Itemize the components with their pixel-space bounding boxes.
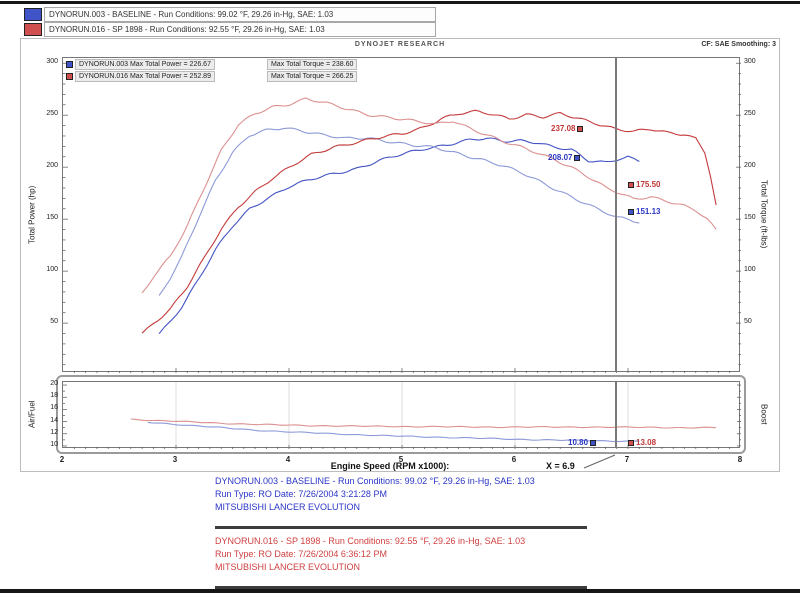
airfuel-tick-label: 18 (50, 392, 58, 400)
cursor-readout-value: 175.50 (636, 180, 661, 189)
x-axis-title: Engine Speed (RPM x1000): (330, 461, 450, 471)
baseline-run-date: Run Type: RO Date: 7/26/2004 3:21:28 PM (215, 489, 387, 499)
max-values-row-baseline: DYNORUN.003 Max Total Power = 226.67 Max… (66, 59, 358, 70)
sp1898-run-date: Run Type: RO Date: 7/26/2004 6:36:12 PM (215, 549, 387, 559)
sp1898-run-conditions: DYNORUN.016 - SP 1898 - Run Conditions: … (215, 536, 526, 546)
max-torque-sp1898: Max Total Torque = 266.25 (266, 71, 358, 82)
dyno-curve (141, 109, 717, 334)
chart-title: DYNOJET RESEARCH (354, 41, 446, 48)
max-values-row-sp1898: DYNORUN.016 Max Total Power = 252.89 Max… (66, 71, 358, 82)
torque-tick-label: 200 (744, 162, 756, 170)
airfuel-tick-label: 16 (50, 404, 58, 412)
rpm-tick-label: 5 (398, 455, 404, 464)
cursor-readout: 13.08 (628, 438, 658, 447)
power-tick-label: 100 (46, 266, 58, 274)
blue-marker-icon (628, 208, 634, 215)
dyno-curve (158, 127, 640, 296)
max-torque-baseline: Max Total Torque = 238.60 (266, 59, 358, 70)
red-marker-icon (66, 73, 73, 80)
cursor-position-label: X = 6.9 (546, 461, 575, 471)
red-marker-icon (628, 439, 634, 446)
blue-marker-icon (66, 61, 73, 68)
dyno-curve (158, 137, 640, 335)
cursor-readout: 151.13 (628, 207, 662, 216)
legend-row-sp1898: DYNORUN.016 - SP 1898 - Run Conditions: … (24, 22, 436, 37)
airfuel-tick-label: 14 (50, 416, 58, 424)
cursor-readout: 10.80 (566, 438, 597, 447)
cursor-readout: 208.07 (546, 153, 581, 162)
boost-axis-title: Boost (759, 403, 769, 425)
max-power-baseline: DYNORUN.003 Max Total Power = 226.67 (75, 59, 215, 70)
rpm-tick-label: 2 (59, 455, 65, 464)
correction-factor-label: CF: SAE Smoothing: 3 (701, 41, 776, 48)
dyno-curve (141, 97, 717, 294)
blue-marker-icon (590, 439, 597, 446)
power-torque-plot[interactable] (62, 57, 741, 373)
torque-tick-label: 300 (744, 58, 756, 66)
baseline-run-conditions: DYNORUN.003 - BASELINE - Run Conditions:… (215, 476, 535, 486)
cursor-readout-value: 208.07 (548, 153, 573, 162)
rpm-tick-label: 4 (285, 455, 291, 464)
rpm-cursor-main[interactable] (615, 57, 617, 372)
airfuel-panel-frame (56, 375, 746, 454)
legend-text-sp1898: DYNORUN.016 - SP 1898 - Run Conditions: … (44, 22, 436, 37)
blue-run-swatch-icon (24, 8, 42, 21)
separator-bar-2 (215, 586, 587, 589)
cursor-readout-value: 10.80 (568, 438, 589, 447)
left-axis-title: Total Power (hp) (27, 185, 37, 244)
power-tick-label: 300 (46, 58, 58, 66)
airfuel-tick-label: 10 (50, 440, 58, 448)
cursor-readout: 175.50 (628, 180, 662, 189)
top-border-bar (0, 1, 800, 4)
red-run-swatch-icon (24, 23, 42, 36)
separator-bar-1 (215, 526, 587, 529)
cursor-readout-value: 13.08 (636, 438, 657, 447)
rpm-tick-label: 3 (172, 455, 178, 464)
cursor-pointer-line (583, 454, 616, 469)
baseline-vehicle: MITSUBISHI LANCER EVOLUTION (215, 502, 361, 512)
cursor-readout-value: 151.13 (636, 207, 661, 216)
legend-text-baseline: DYNORUN.003 - BASELINE - Run Conditions:… (44, 7, 436, 22)
blue-marker-icon (574, 154, 581, 161)
airfuel-tick-label: 20 (50, 380, 58, 388)
rpm-tick-label: 6 (511, 455, 517, 464)
torque-tick-label: 150 (744, 214, 756, 222)
sp1898-vehicle: MITSUBISHI LANCER EVOLUTION (215, 562, 361, 572)
power-torque-curves (63, 62, 741, 373)
torque-tick-label: 100 (744, 266, 756, 274)
power-tick-label: 200 (46, 162, 58, 170)
torque-tick-label: 250 (744, 110, 756, 118)
cursor-readout: 237.08 (549, 124, 584, 133)
power-tick-label: 50 (50, 318, 58, 326)
red-marker-icon (577, 125, 584, 132)
power-tick-label: 250 (46, 110, 58, 118)
airfuel-tick-label: 12 (50, 428, 58, 436)
red-marker-icon (628, 181, 634, 188)
power-tick-label: 150 (46, 214, 58, 222)
rpm-cursor-lower[interactable] (615, 381, 617, 448)
airfuel-axis-title: Air/Fuel (27, 400, 37, 428)
cursor-readout-value: 237.08 (551, 124, 576, 133)
right-axis-title: Total Torque (ft-lbs) (759, 180, 769, 249)
max-power-sp1898: DYNORUN.016 Max Total Power = 252.89 (75, 71, 215, 82)
bottom-border-bar (0, 589, 800, 593)
torque-tick-label: 50 (744, 318, 752, 326)
legend-row-baseline: DYNORUN.003 - BASELINE - Run Conditions:… (24, 7, 436, 22)
rpm-tick-label: 7 (624, 455, 630, 464)
rpm-tick-label: 8 (737, 455, 743, 464)
dyno-curve (147, 421, 640, 443)
airfuel-plot[interactable] (62, 381, 741, 449)
